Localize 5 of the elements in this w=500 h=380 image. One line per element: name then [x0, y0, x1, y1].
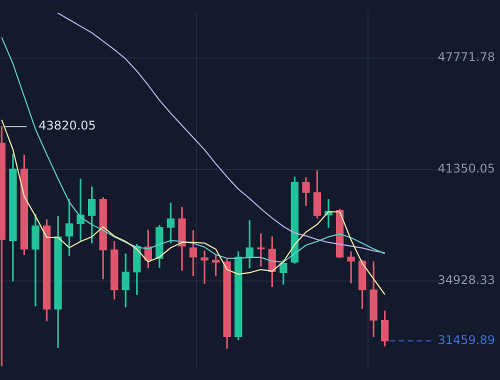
y-tick-label: 41350.05 [438, 162, 495, 176]
y-tick-label: 47771.78 [438, 50, 495, 64]
ref-line-label: 31459.89 [438, 333, 495, 348]
annotation: 43820.05 [38, 118, 96, 133]
y-tick-label: 34928.33 [438, 272, 495, 287]
